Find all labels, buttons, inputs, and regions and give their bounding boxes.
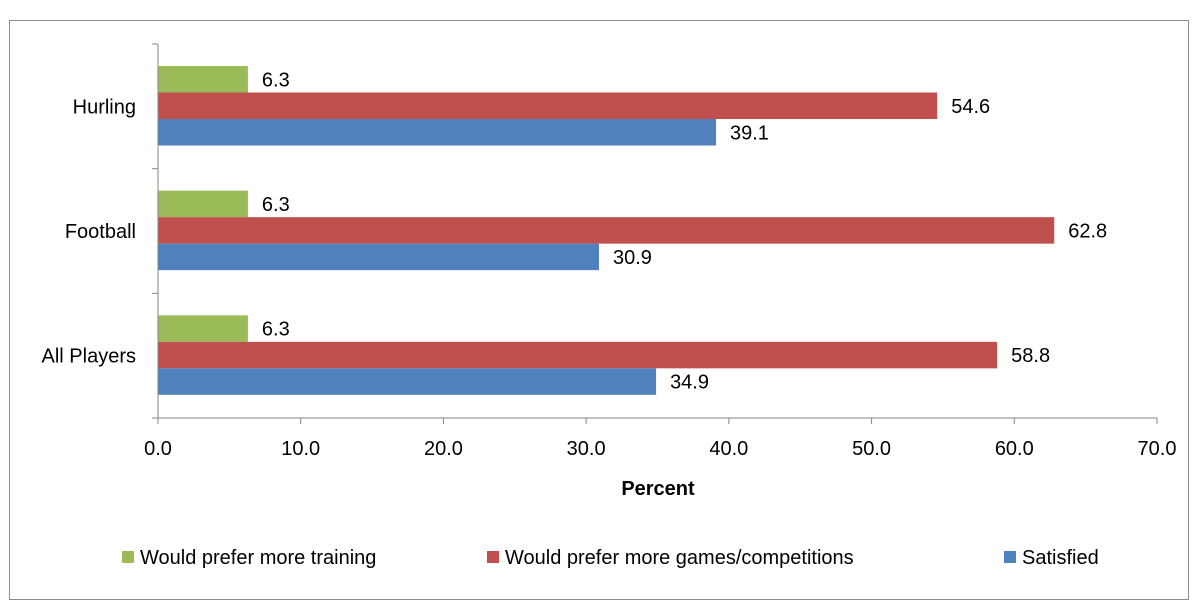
x-tick-label: 50.0 [852, 438, 891, 460]
x-axis-label: Percent [621, 478, 695, 500]
category-label: Football [65, 221, 136, 243]
data-label: 30.9 [613, 247, 652, 269]
data-label: 54.6 [951, 96, 990, 118]
bar [158, 190, 248, 218]
legend: Would prefer more training Would prefer m… [122, 547, 1099, 569]
legend-swatch [1004, 551, 1016, 563]
category-label: All Players [42, 346, 136, 368]
category-label: Hurling [73, 96, 136, 118]
x-tick-label: 20.0 [424, 438, 463, 460]
legend-label: Satisfied [1022, 547, 1099, 569]
axes-layer: Hurling Football All Players 0.0 10.0 20.0 30.… [42, 43, 1177, 460]
x-tick-label: 30.0 [567, 438, 606, 460]
bar [158, 92, 938, 119]
legend-label: Would prefer more games/competitions [505, 547, 854, 569]
x-tick-label: 40.0 [709, 438, 748, 460]
data-label: 58.8 [1011, 345, 1050, 367]
bar [158, 243, 599, 271]
bar [158, 217, 1055, 244]
data-label: 62.8 [1068, 220, 1107, 242]
data-label: 39.1 [730, 122, 769, 144]
bar [158, 341, 998, 369]
x-tick-label: 0.0 [144, 438, 172, 460]
x-tick-label: 10.0 [281, 438, 320, 460]
x-tick-label: 60.0 [995, 438, 1034, 460]
bar [158, 315, 248, 342]
legend-swatch [487, 551, 499, 563]
bar [158, 66, 248, 93]
legend-swatch [122, 551, 134, 563]
bar [158, 368, 657, 395]
data-label: 6.3 [262, 194, 290, 216]
x-tick-label: 70.0 [1138, 438, 1177, 460]
bars-layer: 6.3 54.6 39.1 6.3 62.8 30.9 6.3 58.8 34.9 [158, 66, 1107, 395]
data-label: 6.3 [262, 69, 290, 91]
data-label: 34.9 [670, 372, 709, 394]
bar [158, 119, 717, 146]
legend-label: Would prefer more training [140, 547, 376, 569]
data-label: 6.3 [262, 319, 290, 341]
